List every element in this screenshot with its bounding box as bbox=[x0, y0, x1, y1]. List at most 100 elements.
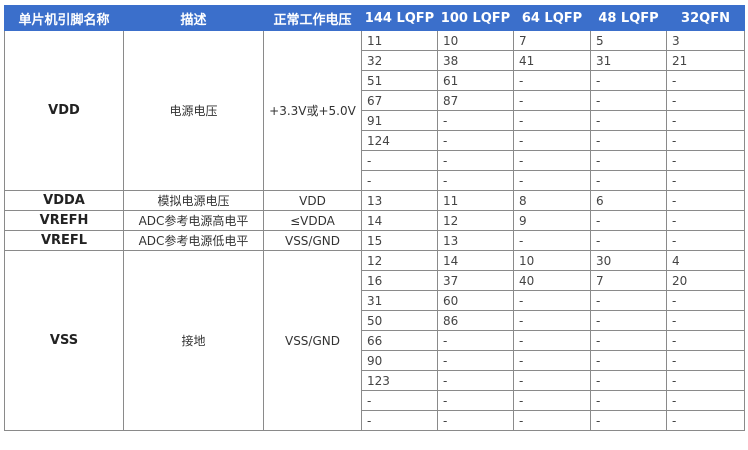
pin-table: 单片机引脚名称 描述 正常工作电压 144 LQFP 100 LQFP 64 L… bbox=[4, 5, 745, 431]
pkg-48-lqfp-cell: - bbox=[590, 150, 667, 171]
pkg-48-lqfp-cell: 7 bbox=[590, 270, 667, 291]
pkg-144-lqfp-cell: 67 bbox=[361, 90, 438, 111]
pkg-48-lqfp-cell: 30 bbox=[590, 250, 667, 271]
pkg-32qfn-cell: - bbox=[666, 190, 745, 211]
pkg-144-lqfp-cell: - bbox=[361, 390, 438, 411]
pkg-48-lqfp-cell: - bbox=[590, 410, 667, 431]
description-cell: ADC参考电源高电平 bbox=[123, 210, 264, 231]
pkg-32qfn-cell: 20 bbox=[666, 270, 745, 291]
pkg-64-lqfp-cell: - bbox=[513, 310, 591, 331]
pkg-100-lqfp-cell: 14 bbox=[437, 250, 514, 271]
pkg-64-lqfp-cell: - bbox=[513, 170, 591, 191]
pkg-32qfn-cell: - bbox=[666, 330, 745, 351]
pkg-64-lqfp-cell: 8 bbox=[513, 190, 591, 211]
pkg-64-lqfp-cell: 10 bbox=[513, 250, 591, 271]
pkg-48-lqfp-cell: - bbox=[590, 330, 667, 351]
pkg-144-lqfp-cell: 13 bbox=[361, 190, 438, 211]
voltage-cell: ≤VDDA bbox=[263, 210, 362, 231]
pkg-64-lqfp-cell: - bbox=[513, 410, 591, 431]
pkg-100-lqfp-cell: 13 bbox=[437, 230, 514, 251]
pkg-64-lqfp-cell: - bbox=[513, 350, 591, 371]
table-header: 单片机引脚名称 描述 正常工作电压 144 LQFP 100 LQFP 64 L… bbox=[4, 5, 745, 31]
pkg-32qfn-cell: - bbox=[666, 370, 745, 391]
table-row: 50 86- - - bbox=[5, 310, 745, 331]
pkg-48-lqfp-cell: - bbox=[590, 70, 667, 91]
table-row: 124- - - - bbox=[5, 130, 745, 151]
pin-name-cell: VREFH bbox=[4, 210, 124, 231]
voltage-cell: VSS/GND bbox=[263, 230, 362, 251]
pkg-100-lqfp-cell: - bbox=[437, 410, 514, 431]
pin-name-cell: VREFL bbox=[4, 230, 124, 251]
pkg-64-lqfp-cell: - bbox=[513, 70, 591, 91]
pkg-48-lqfp-cell: 6 bbox=[590, 190, 667, 211]
pkg-100-lqfp-cell: - bbox=[437, 130, 514, 151]
pkg-48-lqfp-cell: - bbox=[590, 90, 667, 111]
header-64-lqfp: 64 LQFP bbox=[513, 5, 591, 31]
table-row: 16 37 40 7 20 bbox=[5, 270, 745, 291]
pkg-48-lqfp-cell: - bbox=[590, 390, 667, 411]
header-pin-name: 单片机引脚名称 bbox=[4, 5, 124, 31]
pkg-144-lqfp-cell: 16 bbox=[361, 270, 438, 291]
pin-name-cell: VDDA bbox=[4, 190, 124, 211]
pkg-100-lqfp-cell: - bbox=[437, 330, 514, 351]
pkg-32qfn-cell: - bbox=[666, 130, 745, 151]
pkg-100-lqfp-cell: 38 bbox=[437, 50, 514, 71]
voltage-cell: VSS/GND bbox=[263, 250, 362, 431]
pkg-144-lqfp-cell: 124 bbox=[361, 130, 438, 151]
table-body: VDD 电源电压 +3.3V或+5.0V 11 10 7 5 3 32 38 41 31 21 51 61-… bbox=[4, 30, 745, 431]
pkg-144-lqfp-cell: 14 bbox=[361, 210, 438, 231]
description-cell: 电源电压 bbox=[123, 30, 264, 191]
pkg-48-lqfp-cell: 5 bbox=[590, 30, 667, 51]
pkg-64-lqfp-cell: - bbox=[513, 370, 591, 391]
pin-name-cell: VSS bbox=[4, 250, 124, 431]
description-cell: 接地 bbox=[123, 250, 264, 431]
pkg-100-lqfp-cell: - bbox=[437, 150, 514, 171]
pkg-64-lqfp-cell: 9 bbox=[513, 210, 591, 231]
pkg-64-lqfp-cell: - bbox=[513, 290, 591, 311]
pkg-32qfn-cell: - bbox=[666, 230, 745, 251]
pkg-32qfn-cell: 3 bbox=[666, 30, 745, 51]
pkg-48-lqfp-cell: - bbox=[590, 350, 667, 371]
table-row: VDDA 模拟电源电压 VDD 13 11 8 6- bbox=[4, 190, 745, 211]
pkg-32qfn-cell: - bbox=[666, 110, 745, 131]
table-row: VREFL ADC参考电源低电平 VSS/GND 15 13- - - bbox=[4, 230, 745, 251]
pkg-144-lqfp-cell: 90 bbox=[361, 350, 438, 371]
pin-table-container: 单片机引脚名称 描述 正常工作电压 144 LQFP 100 LQFP 64 L… bbox=[4, 5, 745, 431]
pkg-100-lqfp-cell: - bbox=[437, 370, 514, 391]
table-row: VDD 电源电压 +3.3V或+5.0V 11 10 7 5 3 bbox=[4, 30, 745, 191]
pkg-144-lqfp-cell: 50 bbox=[361, 310, 438, 331]
pkg-100-lqfp-cell: 10 bbox=[437, 30, 514, 51]
pkg-64-lqfp-cell: - bbox=[513, 110, 591, 131]
pkg-48-lqfp-cell: - bbox=[590, 170, 667, 191]
pkg-32qfn-cell: - bbox=[666, 310, 745, 331]
pkg-32qfn-cell: - bbox=[666, 90, 745, 111]
header-description: 描述 bbox=[123, 5, 264, 31]
table-row: 90- - - - bbox=[5, 350, 745, 371]
pkg-64-lqfp-cell: 7 bbox=[513, 30, 591, 51]
pkg-100-lqfp-cell: 37 bbox=[437, 270, 514, 291]
pkg-32qfn-cell: - bbox=[666, 350, 745, 371]
pkg-64-lqfp-cell: 40 bbox=[513, 270, 591, 291]
table-row: 67 87- - - bbox=[5, 90, 745, 111]
header-100-lqfp: 100 LQFP bbox=[437, 5, 514, 31]
pkg-48-lqfp-cell: - bbox=[590, 130, 667, 151]
header-144-lqfp: 144 LQFP bbox=[361, 5, 438, 31]
pkg-32qfn-cell: - bbox=[666, 390, 745, 411]
pkg-48-lqfp-cell: - bbox=[590, 210, 667, 231]
pkg-64-lqfp-cell: - bbox=[513, 150, 591, 171]
header-48-lqfp: 48 LQFP bbox=[590, 5, 667, 31]
table-row: 123- - - - bbox=[5, 370, 745, 391]
pkg-144-lqfp-cell: 12 bbox=[361, 250, 438, 271]
pkg-48-lqfp-cell: - bbox=[590, 370, 667, 391]
pkg-144-lqfp-cell: 66 bbox=[361, 330, 438, 351]
pkg-32qfn-cell: - bbox=[666, 70, 745, 91]
pkg-64-lqfp-cell: - bbox=[513, 90, 591, 111]
table-row: 31 60- - - bbox=[5, 290, 745, 311]
pkg-32qfn-cell: 21 bbox=[666, 50, 745, 71]
pkg-100-lqfp-cell: - bbox=[437, 390, 514, 411]
pin-name-cell: VDD bbox=[4, 30, 124, 191]
pkg-32qfn-cell: - bbox=[666, 410, 745, 431]
voltage-cell: VDD bbox=[263, 190, 362, 211]
header-32qfn: 32QFN bbox=[666, 5, 745, 31]
pkg-32qfn-cell: - bbox=[666, 290, 745, 311]
